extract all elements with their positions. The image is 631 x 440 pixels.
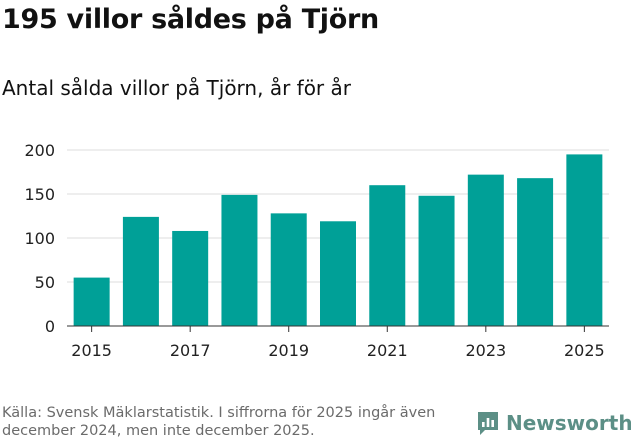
x-tick-label: 2019 <box>268 341 309 360</box>
x-tick-label: 2015 <box>71 341 112 360</box>
x-tick-label: 2025 <box>564 341 605 360</box>
newsworthy-brand[interactable]: Newsworthy <box>476 408 631 438</box>
bar-2020 <box>320 221 356 326</box>
x-axis-ticks: 2015 2017 2019 2021 2023 2025 <box>71 326 605 360</box>
y-tick-label: 0 <box>45 317 55 336</box>
bar-2025 <box>566 154 603 326</box>
bars <box>73 154 603 326</box>
bar-2023 <box>467 174 504 326</box>
bar-2015 <box>73 277 110 326</box>
bar-2024 <box>517 178 554 326</box>
chart-subtitle: Antal sålda villor på Tjörn, år för år <box>2 76 351 100</box>
y-tick-label: 100 <box>24 229 55 248</box>
bar-2021 <box>369 185 406 326</box>
bar-chart: 0 50 100 150 200 2015 2017 2019 2021 2023 2025 <box>24 141 609 360</box>
bar-2017 <box>172 230 209 326</box>
bar-2016 <box>122 216 159 326</box>
x-tick-label: 2021 <box>367 341 408 360</box>
x-tick-label: 2023 <box>465 341 506 360</box>
y-axis-ticks: 0 50 100 150 200 <box>24 141 55 336</box>
bar-2019 <box>270 213 307 326</box>
bar-2018 <box>221 194 258 326</box>
y-tick-label: 150 <box>24 185 55 204</box>
x-tick-label: 2017 <box>170 341 211 360</box>
newsworthy-logo-icon <box>478 412 498 435</box>
y-tick-label: 50 <box>35 273 55 292</box>
page-title: 195 villor såldes på Tjörn <box>2 4 379 35</box>
source-note: Källa: Svensk Mäklarstatistik. I siffror… <box>2 405 436 439</box>
brand-label: Newsworthy <box>506 411 631 435</box>
bar-2022 <box>418 195 455 326</box>
y-tick-label: 200 <box>24 141 55 160</box>
